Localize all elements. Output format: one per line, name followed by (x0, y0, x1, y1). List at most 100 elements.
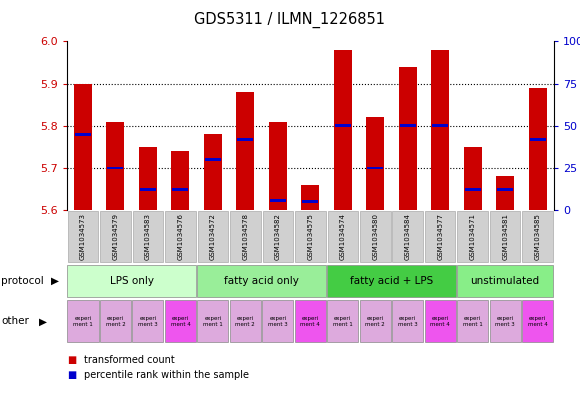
Bar (237, 138, 253, 141)
FancyBboxPatch shape (132, 301, 164, 342)
Bar (497, 189, 513, 191)
Text: GSM1034574: GSM1034574 (340, 213, 346, 260)
Text: experi
ment 4: experi ment 4 (171, 316, 190, 327)
Text: experi
ment 4: experi ment 4 (430, 316, 450, 327)
FancyBboxPatch shape (425, 301, 456, 342)
Text: experi
ment 4: experi ment 4 (528, 316, 548, 327)
Text: protocol: protocol (1, 276, 44, 286)
FancyBboxPatch shape (165, 301, 196, 342)
FancyBboxPatch shape (360, 211, 390, 262)
FancyBboxPatch shape (523, 211, 553, 262)
FancyBboxPatch shape (230, 301, 261, 342)
Bar (75, 133, 91, 136)
Text: GDS5311 / ILMN_1226851: GDS5311 / ILMN_1226851 (194, 12, 386, 28)
FancyBboxPatch shape (327, 265, 456, 297)
Text: GSM1034579: GSM1034579 (113, 213, 118, 260)
Bar (172, 151, 189, 210)
Bar (74, 83, 92, 210)
FancyBboxPatch shape (457, 301, 488, 342)
Bar (400, 124, 416, 127)
FancyBboxPatch shape (100, 301, 131, 342)
FancyBboxPatch shape (67, 265, 196, 297)
Bar (465, 189, 481, 191)
Bar (432, 124, 448, 127)
FancyBboxPatch shape (393, 211, 423, 262)
Text: experi
ment 2: experi ment 2 (235, 316, 255, 327)
Text: experi
ment 3: experi ment 3 (138, 316, 158, 327)
FancyBboxPatch shape (522, 301, 553, 342)
FancyBboxPatch shape (133, 211, 163, 262)
Text: GSM1034582: GSM1034582 (275, 213, 281, 260)
FancyBboxPatch shape (197, 301, 229, 342)
Text: GSM1034581: GSM1034581 (502, 213, 508, 260)
Bar (270, 198, 286, 202)
Text: GSM1034577: GSM1034577 (437, 213, 443, 260)
Bar (302, 185, 319, 210)
Bar (432, 50, 449, 210)
Text: experi
ment 3: experi ment 3 (268, 316, 288, 327)
FancyBboxPatch shape (198, 211, 228, 262)
Bar (140, 189, 156, 191)
Text: transformed count: transformed count (84, 354, 175, 365)
FancyBboxPatch shape (295, 301, 326, 342)
Text: experi
ment 1: experi ment 1 (463, 316, 483, 327)
Text: ▶: ▶ (39, 316, 48, 326)
FancyBboxPatch shape (392, 301, 423, 342)
Text: unstimulated: unstimulated (470, 276, 540, 286)
Text: GSM1034584: GSM1034584 (405, 213, 411, 260)
Bar (530, 138, 546, 141)
Bar (399, 66, 416, 210)
Text: GSM1034571: GSM1034571 (470, 213, 476, 260)
FancyBboxPatch shape (490, 211, 520, 262)
Bar (269, 121, 287, 210)
Bar (107, 167, 124, 169)
Bar (464, 147, 481, 210)
Text: GSM1034573: GSM1034573 (80, 213, 86, 260)
Text: ■: ■ (67, 354, 76, 365)
Text: GSM1034576: GSM1034576 (177, 213, 183, 260)
Text: other: other (1, 316, 29, 326)
Text: experi
ment 3: experi ment 3 (495, 316, 515, 327)
FancyBboxPatch shape (68, 211, 98, 262)
Text: experi
ment 1: experi ment 1 (333, 316, 353, 327)
Text: GSM1034575: GSM1034575 (307, 213, 313, 260)
Text: GSM1034572: GSM1034572 (210, 213, 216, 260)
FancyBboxPatch shape (165, 211, 195, 262)
Text: GSM1034578: GSM1034578 (242, 213, 248, 260)
FancyBboxPatch shape (360, 301, 391, 342)
FancyBboxPatch shape (100, 211, 130, 262)
Text: LPS only: LPS only (110, 276, 154, 286)
FancyBboxPatch shape (458, 211, 488, 262)
Bar (204, 134, 222, 210)
Bar (172, 189, 188, 191)
Text: GSM1034583: GSM1034583 (145, 213, 151, 260)
FancyBboxPatch shape (230, 211, 260, 262)
Bar (496, 176, 514, 210)
FancyBboxPatch shape (197, 265, 326, 297)
Bar (529, 88, 546, 210)
Text: experi
ment 2: experi ment 2 (106, 316, 125, 327)
Bar (367, 167, 383, 169)
FancyBboxPatch shape (67, 301, 99, 342)
Text: ■: ■ (67, 370, 76, 380)
Text: ▶: ▶ (51, 276, 59, 286)
FancyBboxPatch shape (263, 211, 293, 262)
Bar (334, 50, 351, 210)
Text: fatty acid + LPS: fatty acid + LPS (350, 276, 433, 286)
FancyBboxPatch shape (262, 301, 293, 342)
Text: experi
ment 2: experi ment 2 (365, 316, 385, 327)
FancyBboxPatch shape (295, 211, 325, 262)
Bar (205, 158, 221, 161)
FancyBboxPatch shape (327, 301, 358, 342)
Bar (107, 121, 124, 210)
Text: experi
ment 1: experi ment 1 (73, 316, 93, 327)
Text: experi
ment 1: experi ment 1 (203, 316, 223, 327)
Text: percentile rank within the sample: percentile rank within the sample (84, 370, 249, 380)
FancyBboxPatch shape (328, 211, 358, 262)
Bar (237, 92, 254, 210)
Text: GSM1034585: GSM1034585 (535, 213, 541, 260)
Bar (139, 147, 157, 210)
Text: fatty acid only: fatty acid only (224, 276, 299, 286)
Bar (335, 124, 351, 127)
FancyBboxPatch shape (457, 265, 553, 297)
